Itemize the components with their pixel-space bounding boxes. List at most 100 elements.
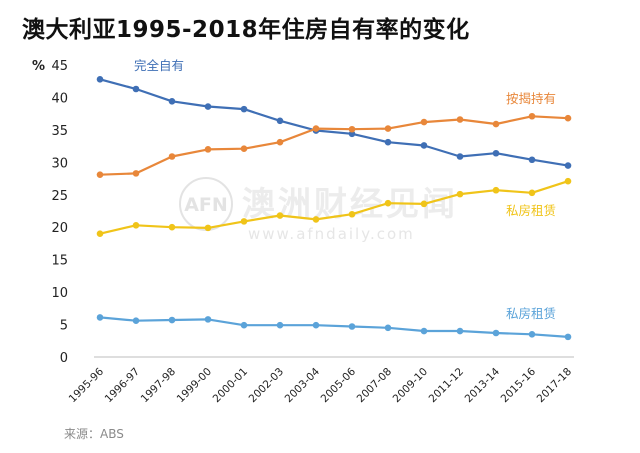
series-label: 私房租赁 xyxy=(506,203,556,218)
x-tick-label: 1999-00 xyxy=(175,366,215,406)
series-line xyxy=(99,78,569,167)
data-point xyxy=(204,224,212,232)
data-point xyxy=(564,114,572,122)
data-point xyxy=(312,125,320,132)
data-point xyxy=(456,327,464,335)
y-tick-label: 40 xyxy=(51,91,68,106)
data-point xyxy=(456,190,464,198)
data-point xyxy=(204,103,212,110)
data-point xyxy=(348,130,356,138)
y-tick-label: 45 xyxy=(51,59,68,74)
series-label: 私房租赁 xyxy=(506,306,556,321)
data-point xyxy=(492,186,500,194)
x-tick-label: 2009-10 xyxy=(391,366,431,406)
series-layer xyxy=(96,75,572,341)
data-point xyxy=(276,212,284,219)
data-point xyxy=(312,216,320,223)
data-point xyxy=(132,317,140,324)
data-point xyxy=(384,199,392,207)
data-point xyxy=(420,200,428,208)
data-point xyxy=(276,138,284,146)
series-line xyxy=(99,180,569,235)
data-point xyxy=(456,116,464,123)
y-tick-label: 5 xyxy=(60,319,68,334)
data-point xyxy=(384,324,392,332)
data-point xyxy=(456,153,464,160)
series-line xyxy=(99,316,569,338)
x-tick-label: 2015-16 xyxy=(499,365,539,405)
data-point xyxy=(204,316,212,323)
data-point xyxy=(492,329,500,337)
source-note: 来源：ABS xyxy=(64,427,124,441)
data-point xyxy=(564,333,572,341)
data-point xyxy=(528,330,536,338)
x-tick-label: 1996-97 xyxy=(103,366,143,406)
x-tick-label: 2017-18 xyxy=(535,366,575,406)
series-label: 完全自有 xyxy=(134,58,184,73)
series-3 xyxy=(96,177,572,238)
data-point xyxy=(528,156,536,164)
series-label: 按揭持有 xyxy=(506,91,556,106)
data-point xyxy=(240,218,248,225)
x-tick-label: 2007-08 xyxy=(355,366,395,406)
x-tick-label: 1997-98 xyxy=(139,366,179,406)
y-tick-label: 30 xyxy=(51,156,68,171)
data-point xyxy=(312,321,320,329)
y-tick-label: 25 xyxy=(51,189,68,204)
data-point xyxy=(240,321,248,329)
series-1 xyxy=(96,75,572,169)
data-point xyxy=(420,327,428,335)
series-2 xyxy=(96,112,572,178)
data-point xyxy=(132,170,140,177)
watermark-url: www.afndaily.com xyxy=(248,225,415,243)
data-point xyxy=(348,323,356,330)
x-tick-label: 2013-14 xyxy=(463,365,503,405)
data-point xyxy=(204,146,212,153)
y-tick-label: 15 xyxy=(51,254,68,269)
y-tick-label: 20 xyxy=(51,221,68,236)
data-point xyxy=(384,138,392,146)
data-point xyxy=(132,85,140,93)
y-tick-label: 35 xyxy=(51,124,68,139)
data-point xyxy=(96,75,104,83)
data-point xyxy=(528,112,536,120)
data-point xyxy=(492,149,500,157)
data-point xyxy=(96,171,104,178)
data-point xyxy=(168,223,176,231)
x-tick-label: 2011-12 xyxy=(427,366,467,406)
x-tick-label: 2003-04 xyxy=(283,365,323,405)
data-point xyxy=(348,125,356,133)
data-point xyxy=(348,210,356,218)
data-point xyxy=(96,314,104,321)
watermark-logo-text: AFN xyxy=(184,194,228,216)
data-point xyxy=(276,321,284,329)
data-point xyxy=(240,105,248,113)
data-point xyxy=(240,145,248,153)
series-4 xyxy=(96,314,572,341)
data-point xyxy=(132,221,140,229)
data-point xyxy=(420,118,428,126)
data-point xyxy=(564,162,572,169)
chart-title: 澳大利亚1995-2018年住房自有率的变化 xyxy=(22,17,470,43)
data-point xyxy=(276,117,284,125)
data-point xyxy=(564,177,572,185)
data-point xyxy=(96,230,104,238)
y-tick-label: 0 xyxy=(60,351,68,366)
data-point xyxy=(384,125,392,132)
data-point xyxy=(168,153,176,160)
data-point xyxy=(420,142,428,149)
x-tick-label: 2000-01 xyxy=(211,366,251,406)
x-tick-label: 1995-96 xyxy=(67,365,107,405)
y-axis-unit: % xyxy=(32,59,45,74)
x-tick-label: 2002-03 xyxy=(247,366,287,406)
x-tick-label: 2005-06 xyxy=(319,365,359,405)
y-tick-label: 10 xyxy=(51,286,68,301)
series-line xyxy=(99,115,569,176)
data-point xyxy=(168,316,176,324)
data-point xyxy=(492,120,500,128)
data-point xyxy=(168,98,176,105)
data-point xyxy=(528,189,536,197)
